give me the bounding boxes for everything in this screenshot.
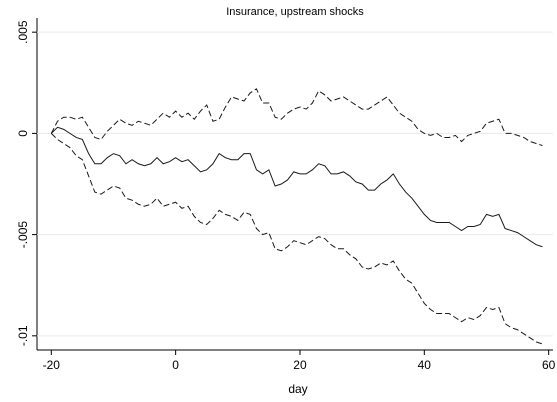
- estimate-line: [50, 126, 543, 248]
- y-tick-label: -.01: [16, 325, 30, 346]
- ci-line: [50, 133, 543, 345]
- chart-title: Insurance, upstream shocks: [226, 6, 364, 18]
- x-tick-label: 60: [542, 358, 556, 372]
- x-axis-label: day: [288, 382, 307, 396]
- ci-line: [50, 88, 543, 147]
- x-tick-label: 20: [293, 358, 307, 372]
- x-tick-label: -20: [43, 358, 61, 372]
- x-tick-label: 40: [418, 358, 432, 372]
- y-tick-label: -.005: [16, 221, 30, 249]
- x-tick-label: 0: [172, 358, 179, 372]
- y-tick-label: 0: [16, 130, 30, 137]
- y-tick-label: .005: [16, 20, 30, 44]
